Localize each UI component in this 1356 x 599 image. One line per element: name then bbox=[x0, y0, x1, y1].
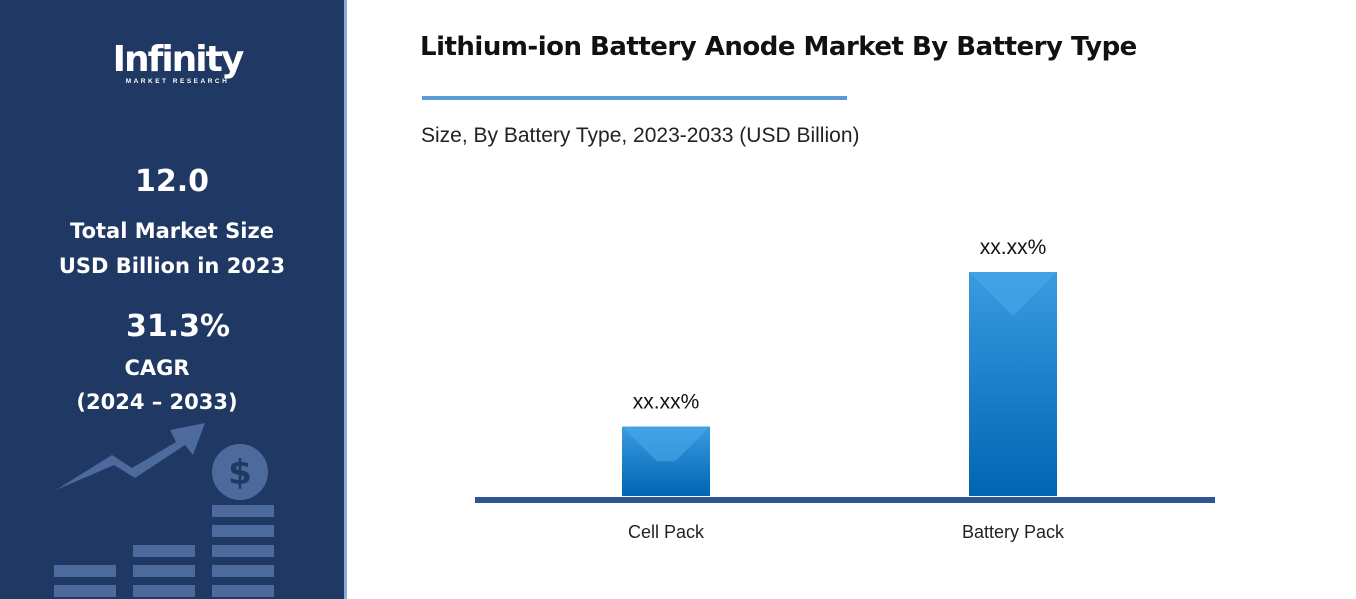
market-size-unit: USD Billion in 2023 bbox=[58, 254, 286, 278]
title-underline bbox=[422, 96, 847, 100]
chart-title: Lithium-ion Battery Anode Market By Batt… bbox=[420, 32, 1137, 62]
cagr-period: (2024 – 2033) bbox=[76, 390, 238, 414]
logo-wordmark: Infinity bbox=[112, 39, 245, 80]
cagr-value: 31.3% bbox=[125, 309, 231, 344]
cagr-label: CAGR bbox=[124, 356, 190, 380]
svg-text:$: $ bbox=[228, 453, 252, 493]
x-axis-line bbox=[475, 497, 1215, 503]
category-label: Cell Pack bbox=[628, 522, 705, 542]
chart-subtitle: Size, By Battery Type, 2023-2033 (USD Bi… bbox=[421, 124, 860, 147]
market-size-label: Total Market Size bbox=[70, 219, 274, 243]
sidebar: Infinity MARKET RESEARCH 12.0 Total Mark… bbox=[0, 0, 347, 599]
data-label: xx.xx% bbox=[980, 236, 1047, 259]
category-label: Battery Pack bbox=[962, 522, 1065, 542]
logo-tagline: MARKET RESEARCH bbox=[125, 78, 230, 85]
logo: Infinity MARKET RESEARCH bbox=[110, 30, 245, 90]
market-size-value: 12.0 bbox=[134, 164, 210, 199]
bar-bevel bbox=[622, 426, 710, 462]
growth-chart-dollar-icon: $ bbox=[54, 423, 274, 597]
bar-bevel bbox=[969, 272, 1057, 316]
data-label: xx.xx% bbox=[633, 391, 700, 414]
